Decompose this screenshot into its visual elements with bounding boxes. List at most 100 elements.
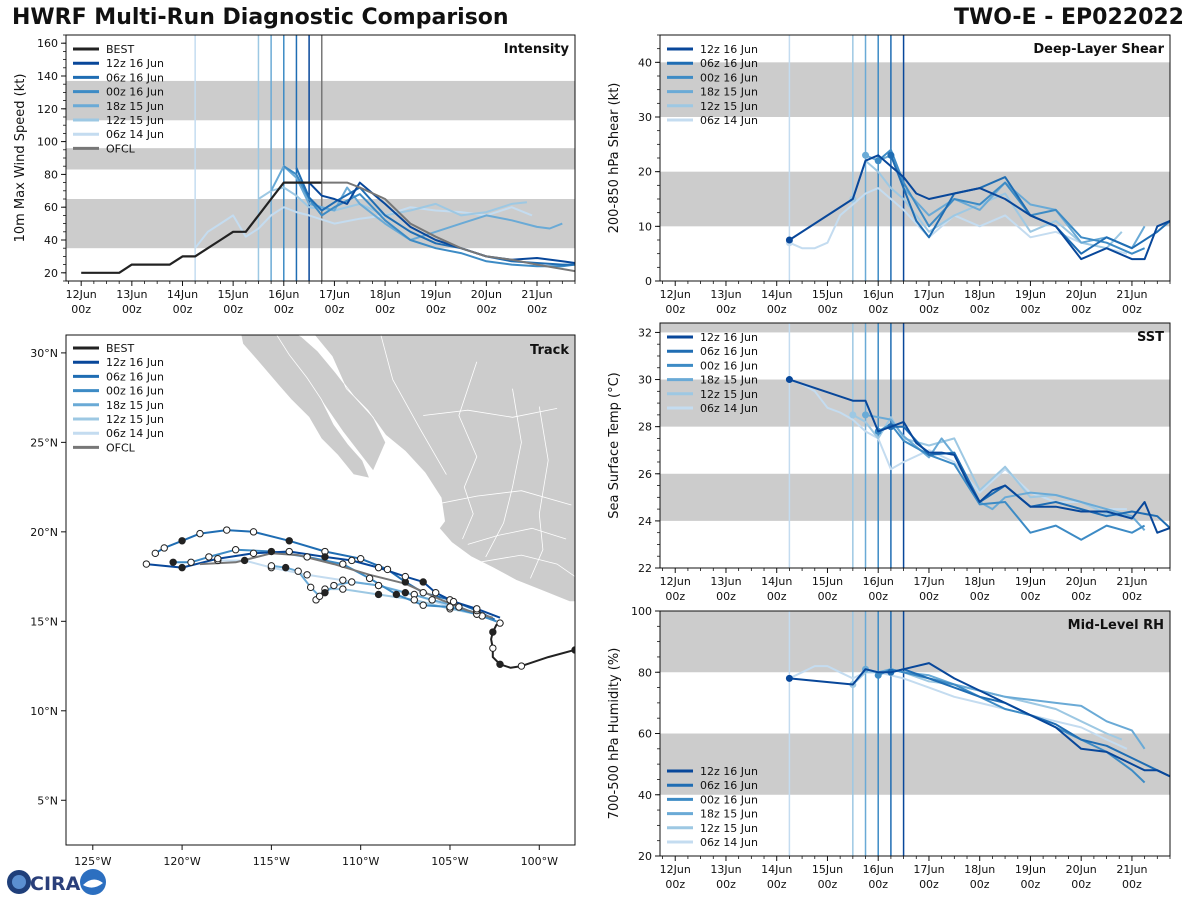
series-line [877, 148, 1145, 255]
sst-xtick-label: 12Jun [660, 575, 691, 588]
legend-label: 00z 16 Jun [106, 385, 164, 398]
intensity-xtick-label: 00z [375, 303, 395, 316]
sst-xtick-label: 00z [919, 590, 939, 603]
track-marker [205, 553, 213, 561]
shear-xtick-label: 15Jun [812, 288, 843, 301]
sst-ytick-label: 28 [638, 421, 652, 434]
rh-ylabel: 700-500 hPa Humidity (%) [607, 648, 622, 820]
track-marker [410, 596, 418, 604]
rh-xtick-label: 16Jun [863, 863, 894, 876]
rh-xtick-label: 20Jun [1066, 863, 1097, 876]
shear-xtick-label: 00z [767, 303, 787, 316]
track-marker [489, 644, 497, 652]
track-marker [419, 588, 427, 597]
shear-xtick-label: 17Jun [913, 288, 944, 301]
track-ytick-label: 5°N [37, 794, 58, 807]
series-line [789, 378, 1170, 534]
legend-label: 12z 16 Jun [700, 43, 758, 56]
intensity-xtick-label: 12Jun [66, 288, 97, 301]
legend-label: 06z 16 Jun [106, 71, 164, 84]
intensity-xtick-label: 00z [426, 303, 446, 316]
shear-xtick-label: 18Jun [964, 288, 995, 301]
intensity-xtick-label: 17Jun [319, 288, 350, 301]
rh-series-group [785, 662, 1170, 784]
sst-title: SST [1137, 330, 1164, 345]
track-xtick-label: 125°W [74, 855, 111, 868]
rh-ytick-label: 20 [638, 850, 652, 863]
rh-xtick-label: 00z [818, 878, 838, 891]
legend-label: 00z 16 Jun [700, 793, 758, 806]
track-marker [330, 581, 338, 590]
intensity-xtick-label: 14Jun [167, 288, 198, 301]
shear-xtick-label: 00z [970, 303, 990, 316]
series-line [81, 181, 322, 274]
track-marker [496, 619, 504, 627]
sst-xtick-label: 00z [716, 590, 736, 603]
sst-xtick-label: 00z [1021, 590, 1041, 603]
series-line [889, 154, 1170, 255]
series-line [789, 187, 1128, 255]
legend-label: 18z 15 Jun [700, 86, 758, 99]
track-marker [240, 556, 249, 565]
shear-xtick-label: 00z [1021, 303, 1041, 316]
rh-xtick-label: 00z [1071, 878, 1091, 891]
shear-title: Deep-Layer Shear [1033, 42, 1164, 57]
intensity-title: Intensity [504, 42, 570, 57]
track-ytick-label: 25°N [30, 436, 58, 449]
shear-xtick-label: 00z [1122, 303, 1142, 316]
rh-xtick-label: 14Jun [761, 863, 792, 876]
track-marker [285, 547, 293, 556]
legend-label: 12z 15 Jun [106, 114, 164, 127]
state-border [467, 527, 567, 545]
legend-label: BEST [106, 43, 134, 56]
legend-label: 00z 16 Jun [700, 71, 758, 84]
track-marker [339, 585, 347, 593]
rh-band-1 [660, 611, 1170, 673]
shear-xtick-label: 00z [868, 303, 888, 316]
rh-xtick-label: 12Jun [660, 863, 691, 876]
shear-xtick-label: 00z [665, 303, 685, 316]
track-marker [303, 553, 311, 561]
intensity-xtick-label: 00z [274, 303, 294, 316]
track-marker [281, 563, 290, 572]
sst-xtick-label: 17Jun [913, 575, 944, 588]
rh-xtick-label: 00z [1021, 878, 1041, 891]
intensity-xtick-label: 00z [527, 303, 547, 316]
track-marker [169, 558, 177, 566]
track-marker [294, 567, 302, 575]
noaa-seal-bird [83, 879, 103, 888]
track-marker [383, 565, 392, 574]
sst-panel: 22 24 26 28 30 32 12Jun 00z 13Jun 00z 14Jun 00z 15Ju… [607, 322, 1171, 603]
track-ytick-label: 20°N [30, 526, 58, 539]
legend-label: 06z 16 Jun [700, 345, 758, 358]
track-marker [517, 662, 526, 670]
legend-label: 00z 16 Jun [106, 86, 164, 99]
track-marker [356, 554, 365, 563]
legend-label: 18z 15 Jun [106, 100, 164, 113]
legend-label: OFCL [106, 142, 136, 155]
shear-ytick-label: 10 [638, 220, 652, 233]
legend-label: 18z 15 Jun [106, 399, 164, 412]
sst-xtick-label: 00z [970, 590, 990, 603]
intensity-xtick-label: 19Jun [420, 288, 451, 301]
intensity-series-group [81, 165, 575, 274]
legend-label: 12z 16 Jun [700, 331, 758, 344]
shear-band-1 [660, 62, 1170, 117]
legend-label: 12z 15 Jun [106, 413, 164, 426]
track-marker [374, 590, 383, 599]
sst-xtick-label: 20Jun [1066, 575, 1097, 588]
track-ytick-label: 15°N [30, 615, 58, 628]
track-marker [374, 581, 383, 590]
intensity-xtick-label: 13Jun [116, 288, 147, 301]
series-start-marker [887, 151, 895, 159]
track-marker [151, 549, 159, 558]
series-line [270, 165, 563, 241]
sst-xtick-label: 13Jun [710, 575, 741, 588]
intensity-xtick-label: 18Jun [369, 288, 400, 301]
intensity-ytick-label: 140 [37, 70, 58, 83]
shear-xtick-label: 00z [818, 303, 838, 316]
series-start-marker [785, 674, 793, 682]
intensity-ytick-label: 100 [37, 136, 58, 149]
series-start-marker [862, 151, 870, 159]
track-marker [431, 588, 440, 597]
